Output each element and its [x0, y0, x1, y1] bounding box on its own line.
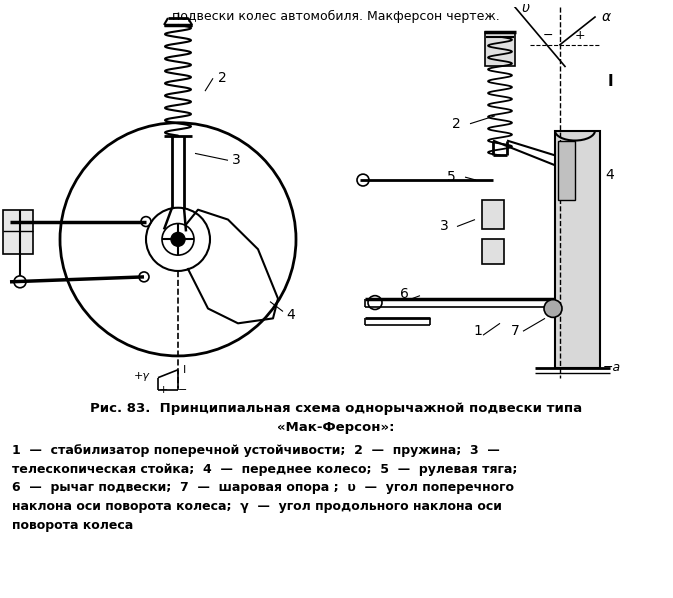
Text: I: I	[608, 74, 614, 89]
Text: 2: 2	[452, 117, 461, 131]
Text: +: +	[575, 29, 586, 42]
Text: 5: 5	[447, 170, 456, 184]
Bar	[482, 200, 504, 230]
Text: 2: 2	[218, 71, 227, 86]
Text: +: +	[158, 385, 168, 395]
Text: I: I	[183, 365, 186, 375]
Text: −: −	[542, 29, 553, 42]
Circle shape	[544, 300, 562, 318]
Text: телескопическая стойка;  4  —  переднее колесо;  5  —  рулевая тяга;: телескопическая стойка; 4 — переднее кол…	[12, 463, 518, 475]
Text: +γ: +γ	[134, 371, 150, 381]
Text: подвески колес автомобиля. Макферсон чертеж.: подвески колес автомобиля. Макферсон чер…	[172, 10, 500, 23]
Bar	[555, 130, 600, 368]
Text: −: −	[178, 385, 188, 395]
Text: 4: 4	[605, 168, 614, 182]
Text: 3: 3	[440, 219, 449, 233]
Text: 1: 1	[473, 324, 482, 338]
Bar	[558, 141, 575, 200]
Text: υ: υ	[521, 1, 529, 15]
Bar	[3, 210, 33, 254]
Bar	[482, 239, 504, 264]
Text: наклона оси поворота колеса;  γ  —  угол продольного наклона оси: наклона оси поворота колеса; γ — угол пр…	[12, 500, 502, 513]
Text: «Мак-Ферсон»:: «Мак-Ферсон»:	[277, 421, 395, 434]
Text: 1  —  стабилизатор поперечной устойчивости;  2  —  пружина;  3  —: 1 — стабилизатор поперечной устойчивости…	[12, 444, 500, 457]
Text: α: α	[602, 10, 611, 24]
Text: 6: 6	[400, 286, 409, 301]
Text: −a: −a	[603, 361, 621, 374]
Text: 7: 7	[511, 324, 520, 338]
Text: 4: 4	[286, 309, 295, 322]
Text: 3: 3	[232, 153, 241, 167]
Text: поворота колеса: поворота колеса	[12, 519, 133, 532]
Text: Рис. 83.  Принципиальная схема однорычажной подвески типа: Рис. 83. Принципиальная схема однорычажн…	[90, 402, 582, 416]
Bar	[485, 32, 515, 66]
Text: 6  —  рычаг подвески;  7  —  шаровая опора ;  υ  —  угол поперечного: 6 — рычаг подвески; 7 — шаровая опора ; …	[12, 481, 514, 495]
Circle shape	[171, 233, 185, 246]
